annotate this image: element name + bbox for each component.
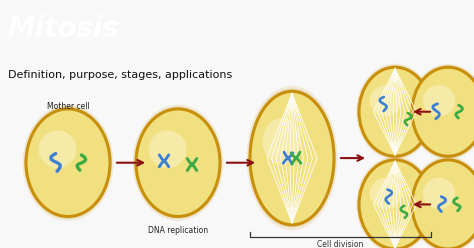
- Ellipse shape: [359, 67, 431, 156]
- Ellipse shape: [149, 130, 186, 168]
- Ellipse shape: [24, 107, 112, 219]
- Ellipse shape: [409, 156, 474, 248]
- Ellipse shape: [263, 118, 301, 165]
- Ellipse shape: [410, 158, 474, 248]
- Ellipse shape: [23, 105, 113, 221]
- Ellipse shape: [409, 64, 474, 160]
- Ellipse shape: [38, 130, 76, 168]
- Ellipse shape: [410, 65, 474, 158]
- Ellipse shape: [359, 160, 431, 248]
- Ellipse shape: [412, 160, 474, 248]
- Ellipse shape: [370, 178, 402, 209]
- Ellipse shape: [356, 156, 434, 248]
- Ellipse shape: [134, 107, 222, 219]
- Ellipse shape: [370, 85, 402, 116]
- Ellipse shape: [423, 85, 455, 116]
- Text: Mother cell: Mother cell: [46, 101, 90, 111]
- Text: Cell division: Cell division: [317, 240, 364, 248]
- Ellipse shape: [357, 158, 432, 248]
- Text: Definition, purpose, stages, applications: Definition, purpose, stages, application…: [8, 70, 232, 80]
- Text: Mitosis: Mitosis: [7, 15, 119, 43]
- Ellipse shape: [136, 109, 220, 217]
- Ellipse shape: [250, 91, 334, 225]
- Ellipse shape: [412, 67, 474, 156]
- Ellipse shape: [26, 109, 110, 217]
- Ellipse shape: [246, 86, 337, 230]
- Text: DNA replication: DNA replication: [148, 226, 208, 235]
- Ellipse shape: [423, 178, 455, 209]
- Ellipse shape: [133, 105, 223, 221]
- Ellipse shape: [356, 64, 434, 160]
- Ellipse shape: [357, 65, 432, 158]
- Ellipse shape: [248, 89, 336, 227]
